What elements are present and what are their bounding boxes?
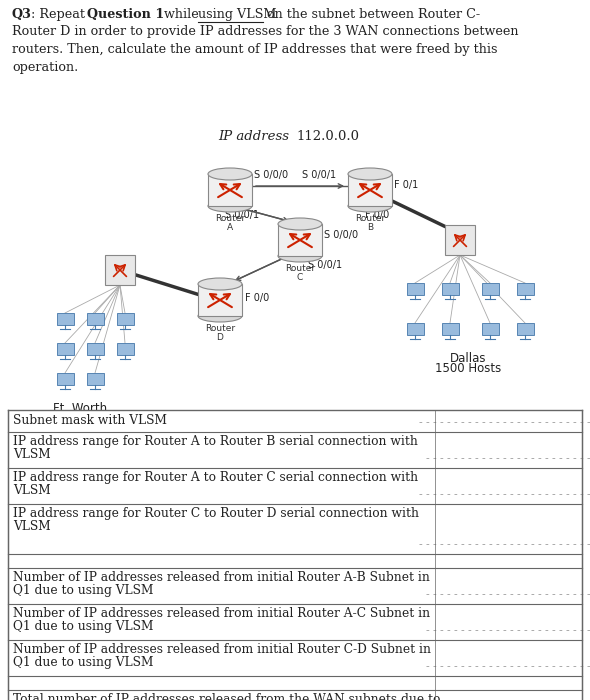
Text: - - - - - - - - - - - - - - - - - - - - - - - -: - - - - - - - - - - - - - - - - - - - - …: [426, 661, 590, 671]
Text: Dallas: Dallas: [450, 352, 486, 365]
Text: - - - - - - - - - - - - - - - - - - - - - - - - - -: - - - - - - - - - - - - - - - - - - - - …: [419, 539, 590, 549]
Text: Question 1: Question 1: [87, 8, 164, 21]
Bar: [8, 504, 582, 554]
Text: IP address: IP address: [218, 130, 289, 143]
Bar: [57, 373, 74, 385]
Bar: [8, 604, 582, 640]
Text: : Repeat: : Repeat: [31, 8, 89, 21]
Text: 1000 Hosts: 1000 Hosts: [47, 412, 113, 425]
Bar: [8, 568, 582, 604]
Text: while: while: [160, 8, 203, 21]
Text: - - - - - - - - - - - - - - - - - - - - - - - - - -: - - - - - - - - - - - - - - - - - - - - …: [419, 489, 590, 499]
Text: 112.0.0.0: 112.0.0.0: [296, 130, 359, 143]
Text: C: C: [297, 273, 303, 282]
Text: 1500 Hosts: 1500 Hosts: [435, 362, 501, 375]
Text: S 0/0/1: S 0/0/1: [225, 210, 259, 220]
Ellipse shape: [208, 200, 252, 212]
Ellipse shape: [278, 250, 322, 262]
Text: Q1 due to using VLSM: Q1 due to using VLSM: [13, 656, 153, 669]
Bar: [105, 255, 135, 285]
Bar: [8, 640, 582, 676]
Text: IP address range for Router C to Router D serial connection with: IP address range for Router C to Router …: [13, 507, 419, 520]
Ellipse shape: [348, 168, 392, 180]
Text: IP address range for Router A to Router C serial connection with: IP address range for Router A to Router …: [13, 471, 418, 484]
Text: Router: Router: [215, 214, 245, 223]
Text: operation.: operation.: [12, 60, 78, 74]
Bar: [407, 323, 424, 335]
Text: Q1 due to using VLSM: Q1 due to using VLSM: [13, 584, 153, 597]
Bar: [8, 690, 582, 700]
Ellipse shape: [348, 200, 392, 212]
Text: Router: Router: [285, 264, 315, 273]
Text: using VLSM: using VLSM: [198, 8, 277, 21]
Bar: [278, 224, 322, 256]
Text: Number of IP addresses released from initial Router A-C Subnet in: Number of IP addresses released from ini…: [13, 607, 430, 620]
Bar: [442, 283, 459, 295]
Text: routers. Then, calculate the amount of IP addresses that were freed by this: routers. Then, calculate the amount of I…: [12, 43, 497, 56]
Bar: [8, 410, 582, 432]
Text: - - - - - - - - - - - - - - - - - - - - - - - -: - - - - - - - - - - - - - - - - - - - - …: [426, 589, 590, 599]
Text: - - - - - - - - - - - - - - - - - - - - - - - -: - - - - - - - - - - - - - - - - - - - - …: [426, 453, 590, 463]
Text: on the subnet between Router C-: on the subnet between Router C-: [263, 8, 480, 21]
Bar: [442, 323, 459, 335]
Bar: [87, 373, 104, 385]
Text: Subnet mask with VLSM: Subnet mask with VLSM: [13, 414, 167, 428]
Text: VLSM: VLSM: [13, 484, 51, 497]
Text: F 0/0: F 0/0: [365, 210, 389, 220]
Ellipse shape: [278, 218, 322, 230]
Text: F 0/0: F 0/0: [245, 293, 269, 303]
Bar: [445, 225, 475, 255]
Bar: [57, 313, 74, 325]
Text: S 0/0/1: S 0/0/1: [302, 170, 336, 180]
Ellipse shape: [198, 278, 242, 290]
Text: Router: Router: [205, 324, 235, 333]
Text: A: A: [227, 223, 233, 232]
Bar: [198, 284, 242, 316]
Text: B: B: [367, 223, 373, 232]
Ellipse shape: [198, 310, 242, 322]
Text: D: D: [217, 333, 224, 342]
Text: F 0/1: F 0/1: [394, 180, 418, 190]
Bar: [8, 468, 582, 504]
Text: Router: Router: [355, 214, 385, 223]
Text: Q1 due to using VLSM: Q1 due to using VLSM: [13, 620, 153, 633]
Bar: [117, 313, 134, 325]
Bar: [517, 283, 534, 295]
Bar: [117, 343, 134, 355]
Bar: [87, 343, 104, 355]
Bar: [87, 313, 104, 325]
Text: Total number of IP addresses released from the WAN subnets due to: Total number of IP addresses released fr…: [13, 693, 440, 700]
Bar: [208, 174, 252, 206]
Ellipse shape: [208, 168, 252, 180]
Bar: [348, 174, 392, 206]
Text: S 0/0/0: S 0/0/0: [324, 230, 358, 240]
Text: - - - - - - - - - - - - - - - - - - - - - - - -: - - - - - - - - - - - - - - - - - - - - …: [426, 625, 590, 635]
Bar: [482, 283, 499, 295]
Text: Router D in order to provide IP addresses for the 3 WAN connections between: Router D in order to provide IP addresse…: [12, 25, 519, 38]
Bar: [482, 323, 499, 335]
Bar: [517, 323, 534, 335]
Text: Q3: Q3: [12, 8, 32, 21]
Bar: [407, 283, 424, 295]
Text: Number of IP addresses released from initial Router C-D Subnet in: Number of IP addresses released from ini…: [13, 643, 431, 656]
Text: IP address range for Router A to Router B serial connection with: IP address range for Router A to Router …: [13, 435, 418, 448]
Text: VLSM: VLSM: [13, 448, 51, 461]
Text: - - - - - - - - - - - - - - - - - - - - - - - - - -: - - - - - - - - - - - - - - - - - - - - …: [419, 417, 590, 427]
Text: Ft. Worth: Ft. Worth: [53, 402, 107, 415]
Text: Number of IP addresses released from initial Router A-B Subnet in: Number of IP addresses released from ini…: [13, 571, 430, 584]
Text: S 0/0/1: S 0/0/1: [308, 260, 342, 270]
Bar: [8, 432, 582, 468]
Text: VLSM: VLSM: [13, 520, 51, 533]
Text: S 0/0/0: S 0/0/0: [254, 170, 288, 180]
Bar: [57, 343, 74, 355]
